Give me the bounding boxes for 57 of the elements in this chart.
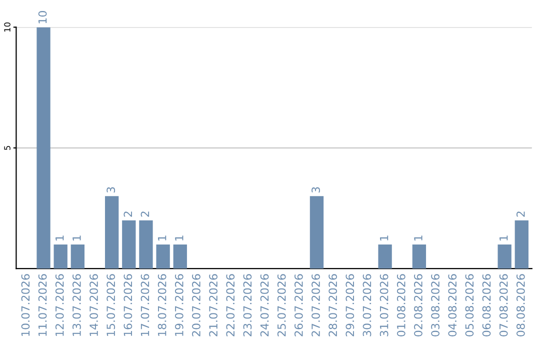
x-tick-label: 03.08.2026: [431, 274, 440, 336]
bar: [122, 220, 136, 269]
data-label: 2: [516, 212, 525, 217]
x-tick-label: 01.08.2026: [396, 274, 406, 336]
x-tick-label: 26.07.2026: [294, 274, 303, 336]
x-tick-label: 21.07.2026: [209, 274, 218, 336]
bar: [378, 244, 392, 269]
x-tick-label: 27.07.2026: [312, 274, 320, 336]
bar: [139, 220, 153, 269]
x-tick-label: 12.07.2026: [55, 274, 64, 336]
x-tick-label: 23.07.2026: [243, 274, 252, 336]
data-label: 1: [72, 236, 81, 240]
y-tick-label: 5: [4, 146, 10, 150]
x-tick-label: 19.07.2026: [174, 274, 184, 336]
x-tick-label: 29.07.2026: [346, 274, 354, 336]
data-label: 1: [56, 236, 64, 240]
data-label: 1: [500, 236, 508, 240]
x-tick-label: 02.08.2026: [414, 274, 422, 336]
x-tick-label: 30.07.2026: [362, 274, 372, 336]
data-label: 1: [380, 236, 388, 240]
x-tick-label: 18.07.2026: [158, 274, 166, 336]
bar: [412, 244, 426, 269]
bar: [498, 244, 512, 269]
x-tick-label: 17.07.2026: [140, 274, 150, 336]
data-label: 3: [106, 187, 116, 193]
x-tick-label: 08.08.2026: [516, 274, 525, 336]
bar: [310, 196, 324, 269]
x-tick-label: 16.07.2026: [124, 274, 132, 336]
data-label: 1: [175, 236, 184, 240]
x-tick-label: 14.07.2026: [90, 274, 98, 336]
data-label: 2: [140, 212, 150, 217]
data-label: 1: [414, 236, 422, 240]
bar: [70, 244, 85, 269]
data-label: 2: [124, 212, 132, 217]
x-tick-label: 20.07.2026: [192, 274, 200, 336]
x-tick-label: 13.07.2026: [72, 274, 81, 336]
bar: [104, 196, 119, 269]
x-tick-label: 11.07.2026: [38, 274, 47, 336]
bar: [514, 220, 528, 269]
data-label: 3: [312, 187, 320, 193]
bar: [54, 244, 68, 269]
bar: [36, 27, 50, 269]
data-label: 1: [158, 236, 166, 240]
x-tick-label: 24.07.2026: [260, 274, 269, 336]
bar: [156, 244, 170, 269]
data-label: 10: [38, 11, 47, 24]
x-tick-label: 04.08.2026: [448, 274, 457, 336]
x-tick-label: 07.08.2026: [499, 274, 508, 336]
x-tick-label: 06.08.2026: [482, 274, 491, 336]
bar: [173, 244, 187, 269]
x-tick-label: 15.07.2026: [106, 274, 116, 336]
x-tick-label: 05.08.2026: [465, 274, 474, 336]
x-tick-label: 22.07.2026: [226, 274, 235, 336]
x-tick-label: 28.07.2026: [328, 274, 338, 336]
x-tick-label: 25.07.2026: [277, 274, 286, 336]
x-tick-label: 10.07.2026: [21, 274, 30, 336]
x-tick-label: 31.07.2026: [380, 274, 388, 336]
